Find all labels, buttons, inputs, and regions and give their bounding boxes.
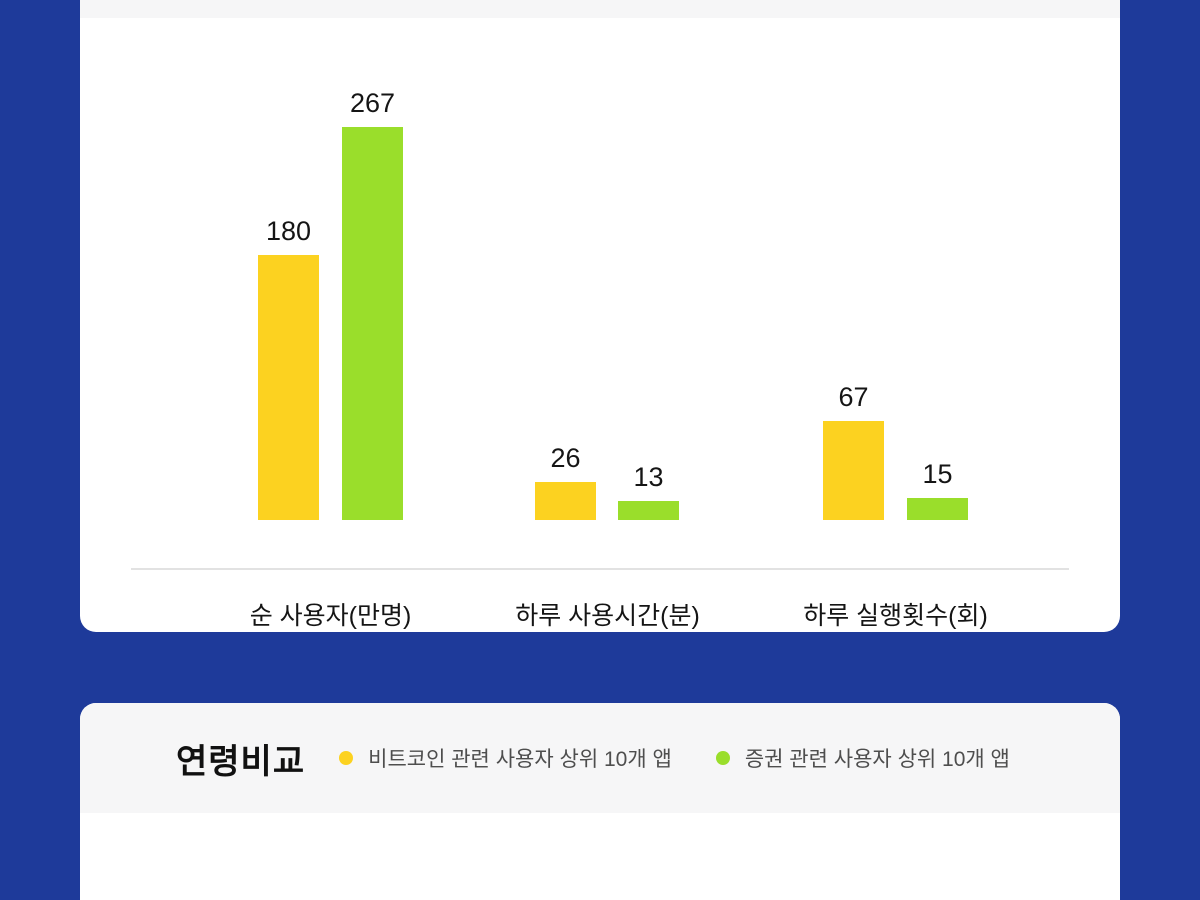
age-section-title: 연령비교 [176,742,306,781]
age-section-header: 연령비교 비트코인 관련 사용자 상위 10개 앱 증권 관련 사용자 상위 1… [80,703,1120,813]
card-header-strip [80,0,1120,18]
legend-item-bitcoin: 비트코인 관련 사용자 상위 10개 앱 [339,743,672,773]
usage-bar-chart: 180 267 순 사용자(만명) 26 13 하루 사용시간(분) 67 15 하루 실행횟수… [80,18,1120,632]
bar-series1-group1 [618,501,679,520]
age-comparison-card: 연령비교 비트코인 관련 사용자 상위 10개 앱 증권 관련 사용자 상위 1… [80,703,1120,900]
category-label: 하루 사용시간(분) [515,602,700,630]
legend-label-securities: 증권 관련 사용자 상위 10개 앱 [744,748,1010,771]
chart-legend: 비트코인 관련 사용자 상위 10개 앱 증권 관련 사용자 상위 10개 앱 [339,743,1010,773]
usage-comparison-card: 180 267 순 사용자(만명) 26 13 하루 사용시간(분) 67 15 하루 실행횟수… [80,0,1120,632]
category-label: 하루 실행횟수(회) [803,602,988,630]
bar-value-label: 15 [922,459,953,489]
bar-series1-group0 [342,127,403,520]
legend-label-bitcoin: 비트코인 관련 사용자 상위 10개 앱 [368,748,672,771]
legend-dot-green-icon [715,751,730,765]
bar-value-label: 26 [550,443,581,473]
bar-value-label: 13 [633,462,664,492]
legend-dot-yellow-icon [339,751,354,765]
bar-series0-group1 [535,482,596,520]
bar-value-label: 267 [349,88,396,118]
bar-value-label: 180 [265,216,312,246]
bar-series0-group2 [823,421,884,520]
category-label: 순 사용자(만명) [249,602,412,630]
bar-series0-group0 [258,255,319,520]
legend-item-securities: 증권 관련 사용자 상위 10개 앱 [715,743,1010,773]
bar-series1-group2 [907,498,968,520]
bar-value-label: 67 [838,382,869,412]
x-axis-line [131,568,1069,570]
age-section-body [80,813,1120,900]
